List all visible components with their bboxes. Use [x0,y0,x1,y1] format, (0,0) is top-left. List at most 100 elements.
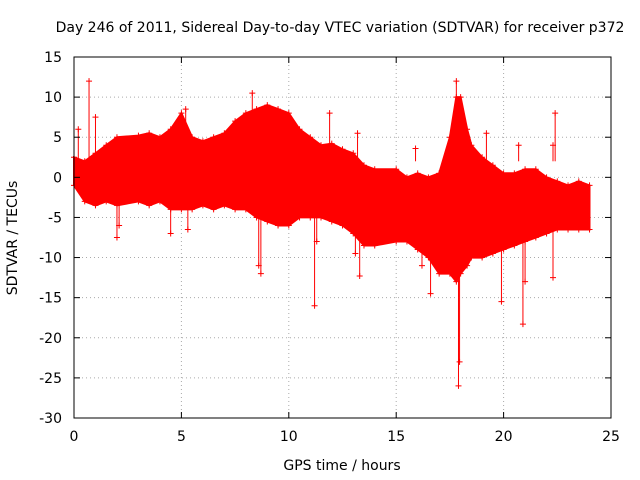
plot-border [73,56,612,419]
spike-point [184,226,191,233]
x-tick-label: 0 [70,429,79,445]
envelope-point [328,218,335,225]
envelope-point [371,242,378,249]
data-band [73,96,591,284]
spike-point [311,302,318,309]
envelope-point [178,110,185,117]
envelope-point [113,134,120,141]
spike-point [498,298,505,305]
x-tick-label: 20 [495,429,513,445]
envelope-point [275,106,282,113]
envelope-point [479,254,486,261]
x-tick-label: 10 [280,429,298,445]
x-axis-label: GPS time / hours [283,458,400,474]
envelope-point [232,206,239,213]
spike-point [427,290,434,297]
envelope-point [264,102,271,109]
envelope-point [468,142,475,149]
envelope-point [210,206,217,213]
y-axis-label: SDTVAR / TECUs [5,181,21,296]
envelope-point [414,246,421,253]
envelope-point [318,142,325,149]
y-tick-label: 15 [44,50,62,66]
y-tick-label: -10 [39,251,62,267]
y-tick-label: -25 [39,371,62,387]
y-tick-label: 0 [53,170,62,186]
x-axis-ticks: 0 5 10 15 20 25 [70,57,620,445]
envelope-point [543,230,550,237]
spike-point [352,250,359,257]
envelope-point [146,130,153,137]
envelope-point [500,170,507,177]
envelope-point [178,206,185,213]
envelope-point [464,262,471,269]
envelope-point [339,146,346,153]
envelope-point [479,154,486,161]
envelope-point [285,222,292,229]
envelope-point [103,198,110,205]
envelope-point [403,238,410,245]
envelope-point [318,214,325,221]
envelope-point [511,242,518,249]
x-tick-label: 15 [387,429,405,445]
envelope-point [285,110,292,117]
envelope-point [275,222,282,229]
spike-point [113,234,120,241]
spike-point [75,126,82,133]
envelope-point [210,134,217,141]
envelope-point [586,226,593,233]
spike-point [522,278,529,285]
envelope-point [565,226,572,233]
envelope-point [221,202,228,209]
envelope-point [189,206,196,213]
envelope-point [296,126,303,133]
spike-point [412,145,419,152]
x-tick-label: 5 [177,429,186,445]
spike-point [453,78,460,85]
envelope-point [371,166,378,173]
envelope-point [199,138,206,145]
spike-point [116,222,123,229]
y-tick-label: 5 [53,130,62,146]
envelope-point [554,226,561,233]
envelope-point [199,202,206,209]
data-series [71,78,593,389]
envelope-point [565,182,572,189]
spike-point [356,273,363,280]
spike-point [86,78,93,85]
spike-point [257,270,264,277]
envelope-point [489,250,496,257]
envelope-point [586,182,593,189]
envelope-point [189,134,196,141]
envelope-point [221,130,228,137]
y-tick-label: -30 [39,411,62,427]
x-tick-label: 25 [602,429,620,445]
envelope-point [532,234,539,241]
envelope-point [489,162,496,169]
envelope-point [360,162,367,169]
envelope-point [464,126,471,133]
envelope-point [156,134,163,141]
envelope-point [156,198,163,205]
spike-point [182,106,189,113]
envelope-point [103,142,110,149]
envelope-point [393,166,400,173]
y-tick-label: -15 [39,291,62,307]
envelope-point [522,166,529,173]
y-tick-label: -20 [39,331,62,347]
envelope-point [135,198,142,205]
envelope-point [414,170,421,177]
envelope-point [403,174,410,181]
envelope-point [436,170,443,177]
spike-point [313,238,320,245]
y-axis-ticks: 15 10 5 0 -5 -10 -15 -20 -25 -30 [39,50,611,427]
spike-point [354,130,361,137]
spike-point [550,274,557,281]
envelope-point [393,238,400,245]
envelope-point [575,226,582,233]
envelope-point [81,158,88,165]
envelope-point [468,254,475,261]
envelope-point [425,174,432,181]
envelope-point [167,126,174,133]
chart-title: Day 246 of 2011, Sidereal Day-to-day VTE… [56,20,625,36]
